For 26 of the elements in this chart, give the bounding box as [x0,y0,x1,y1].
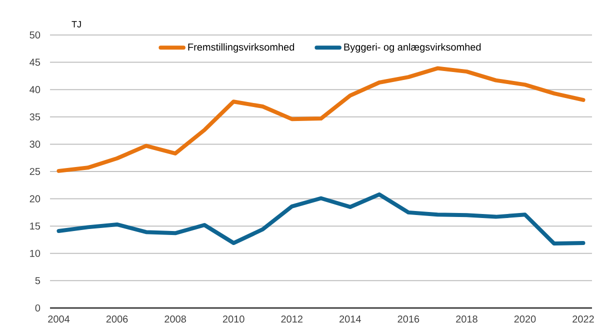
x-tick-label: 2012 [281,316,302,323]
x-tick-label: 2010 [222,316,244,323]
y-tick-label: 40 [30,86,40,94]
x-tick-label: 2022 [572,316,594,323]
y-tick-label: 25 [30,168,40,176]
y-tick-label: 5 [35,277,40,284]
y-tick-label: 50 [30,31,40,39]
x-tick-label: 2006 [106,316,128,323]
y-axis-title: TJ [72,21,81,28]
legend-label: Byggeri- og anlægsvirksomhed [344,43,481,53]
y-tick-label: 0 [35,304,40,312]
x-tick-label: 2018 [456,316,478,323]
y-tick-label: 20 [30,195,40,202]
y-tick-label: 35 [30,113,40,120]
y-tick-label: 10 [30,250,40,257]
x-tick-label: 2004 [48,316,70,323]
x-tick-label: 2014 [340,316,361,323]
y-tick-label: 15 [30,222,40,230]
x-tick-label: 2008 [164,316,186,323]
y-tick-label: 30 [30,140,40,148]
x-tick-label: 2016 [398,316,420,323]
y-tick-label: 45 [30,58,40,66]
line-series [56,66,586,173]
line-series [56,192,586,246]
legend-label: Fremstillingsvirksomhed [188,43,294,53]
x-tick-label: 2020 [514,316,536,323]
